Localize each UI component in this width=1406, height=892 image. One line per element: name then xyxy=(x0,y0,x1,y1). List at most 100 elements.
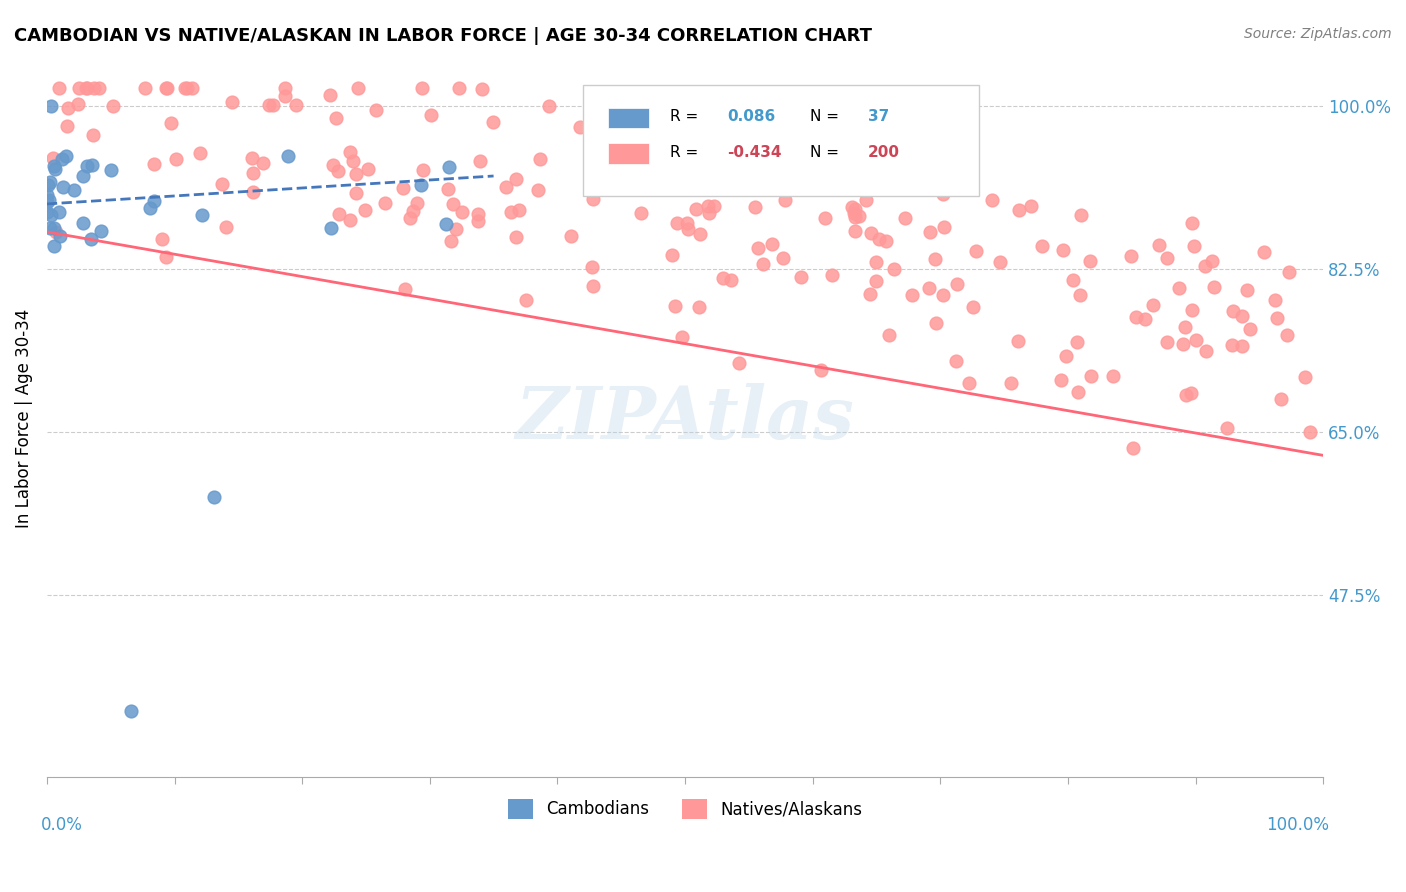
Point xyxy=(441,197,464,211)
Point xyxy=(437,182,460,196)
Point xyxy=(790,170,813,185)
Point xyxy=(689,170,711,185)
Point xyxy=(155,80,177,95)
Point xyxy=(342,154,364,169)
Point xyxy=(1066,335,1088,350)
Point xyxy=(325,111,347,125)
Point xyxy=(893,211,915,225)
Point xyxy=(143,194,166,209)
Point xyxy=(1008,202,1031,217)
Point xyxy=(48,205,70,219)
Point xyxy=(1265,310,1288,325)
Point xyxy=(1181,303,1204,318)
Point xyxy=(401,203,423,218)
Point xyxy=(582,192,605,206)
Point xyxy=(173,80,195,95)
Point xyxy=(1142,298,1164,312)
Point xyxy=(42,159,65,173)
Point xyxy=(143,157,166,171)
Point xyxy=(924,252,946,267)
Text: ZIPAtlas: ZIPAtlas xyxy=(516,383,855,454)
Point xyxy=(468,154,491,169)
Point xyxy=(678,221,700,235)
Point xyxy=(1052,243,1074,257)
Text: 0.086: 0.086 xyxy=(727,110,775,125)
Point xyxy=(1201,254,1223,268)
Point xyxy=(1067,384,1090,399)
Point xyxy=(1078,253,1101,268)
Point xyxy=(842,206,865,220)
Point xyxy=(66,97,89,112)
Point xyxy=(1147,238,1170,252)
FancyBboxPatch shape xyxy=(609,108,650,128)
Point xyxy=(87,80,110,95)
Point xyxy=(962,300,984,314)
Point xyxy=(568,120,591,134)
Point xyxy=(761,237,783,252)
Point xyxy=(467,207,489,221)
Point xyxy=(83,80,105,95)
Point xyxy=(1182,239,1205,253)
Point xyxy=(51,152,73,166)
Point xyxy=(932,287,955,301)
Point xyxy=(326,164,349,178)
Point xyxy=(946,277,969,292)
Point xyxy=(262,97,284,112)
Point xyxy=(821,268,844,283)
Point xyxy=(39,99,62,113)
Text: 37: 37 xyxy=(868,110,889,125)
Point xyxy=(259,98,281,112)
Point xyxy=(772,251,794,265)
Point xyxy=(391,181,413,195)
Point xyxy=(724,130,747,145)
Point xyxy=(471,82,494,96)
Text: 200: 200 xyxy=(868,145,900,161)
Point xyxy=(868,232,890,246)
Point xyxy=(1216,421,1239,435)
Point xyxy=(274,80,297,95)
Point xyxy=(735,165,758,179)
Point xyxy=(848,210,870,224)
Point xyxy=(191,208,214,222)
Text: N =: N = xyxy=(810,145,839,161)
Point xyxy=(419,108,441,122)
Point xyxy=(76,159,98,173)
Point xyxy=(900,288,922,302)
Point xyxy=(440,234,463,248)
Point xyxy=(499,205,522,219)
Point xyxy=(728,356,751,370)
Point xyxy=(240,151,263,165)
Point xyxy=(773,193,796,207)
Point xyxy=(274,89,297,103)
Point xyxy=(1156,335,1178,350)
Text: R =: R = xyxy=(669,145,697,161)
Point xyxy=(42,220,65,235)
Point xyxy=(1270,392,1292,406)
Point xyxy=(988,255,1011,269)
Point xyxy=(877,327,900,342)
Point xyxy=(841,200,863,214)
Point xyxy=(76,80,98,95)
Point xyxy=(508,202,530,217)
Point xyxy=(39,208,62,222)
Point xyxy=(180,80,202,95)
Point xyxy=(505,230,527,244)
Point xyxy=(1294,369,1316,384)
Point xyxy=(1070,208,1092,222)
Point xyxy=(277,149,299,163)
Point xyxy=(319,221,342,235)
Point xyxy=(1174,319,1197,334)
Point xyxy=(90,224,112,238)
Point xyxy=(697,199,720,213)
Point xyxy=(1119,249,1142,263)
Point xyxy=(165,152,187,166)
Point xyxy=(790,270,813,285)
Point xyxy=(481,115,503,129)
Point xyxy=(495,179,517,194)
Point xyxy=(72,216,94,230)
Point xyxy=(72,169,94,183)
Point xyxy=(211,177,233,191)
Point xyxy=(671,330,693,344)
Point xyxy=(160,116,183,130)
Text: 0.0%: 0.0% xyxy=(41,816,83,834)
